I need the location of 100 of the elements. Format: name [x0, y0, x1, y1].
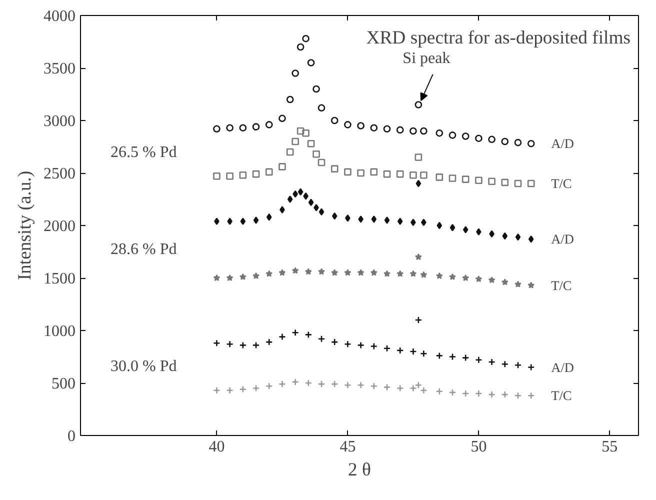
point	[383, 170, 391, 178]
point	[410, 127, 417, 135]
point	[462, 354, 470, 362]
point	[265, 338, 273, 346]
point	[239, 386, 247, 393]
annotation: 26.5 % Pd	[110, 144, 177, 162]
point	[420, 171, 428, 179]
point	[286, 148, 294, 156]
point	[304, 331, 312, 338]
point	[227, 218, 232, 225]
point	[252, 342, 260, 349]
point	[344, 168, 352, 176]
point	[475, 134, 482, 142]
point	[252, 384, 260, 392]
x-tick-label: 40	[208, 438, 225, 456]
point	[414, 316, 422, 324]
point	[384, 216, 390, 224]
point	[370, 168, 378, 176]
series-label: T/C	[551, 176, 572, 191]
point	[318, 335, 326, 343]
point	[314, 204, 319, 212]
point	[278, 163, 286, 170]
point	[488, 358, 496, 366]
point	[416, 180, 422, 188]
point	[448, 388, 456, 396]
point	[420, 271, 428, 278]
point	[304, 379, 312, 387]
point	[501, 138, 509, 146]
point	[287, 196, 293, 203]
point	[528, 236, 534, 243]
point	[436, 272, 443, 279]
point	[292, 267, 299, 274]
y-tick-label: 3500	[44, 60, 76, 78]
point	[296, 43, 304, 51]
point	[280, 206, 285, 214]
point	[252, 272, 260, 279]
point	[414, 154, 422, 161]
point	[307, 59, 315, 66]
point	[488, 390, 496, 398]
x-axis-title: 2 θ	[348, 460, 372, 480]
y-tick-label: 4000	[44, 8, 76, 25]
point	[475, 275, 482, 282]
point	[213, 125, 220, 133]
point	[397, 218, 403, 225]
point	[318, 158, 326, 166]
point	[278, 269, 286, 276]
point	[292, 138, 299, 146]
point	[344, 269, 352, 276]
point	[501, 278, 508, 286]
point	[436, 174, 444, 181]
point	[383, 125, 391, 133]
point	[436, 388, 444, 396]
point	[296, 127, 304, 135]
point	[462, 176, 470, 183]
point	[462, 226, 468, 234]
series-label: A/D	[551, 232, 574, 247]
point	[226, 124, 234, 132]
point	[420, 127, 428, 135]
y-tick-label: 2000	[44, 218, 76, 235]
point	[252, 170, 260, 178]
point	[527, 180, 535, 188]
point	[370, 124, 378, 132]
point	[396, 346, 404, 354]
point	[213, 386, 220, 394]
point	[515, 233, 521, 241]
point	[436, 129, 444, 137]
point	[462, 132, 470, 140]
annotation: 28.6 % Pd	[110, 241, 177, 258]
x-tick-label: 55	[602, 438, 618, 456]
point	[396, 170, 404, 178]
point	[514, 392, 522, 400]
point	[488, 178, 496, 186]
annotation: Si peak	[402, 50, 450, 67]
point	[488, 276, 496, 284]
point	[370, 269, 378, 276]
y-axis-title: Intensity (a.u.)	[14, 170, 36, 280]
point	[357, 122, 364, 130]
point	[501, 390, 509, 398]
point	[292, 70, 299, 77]
point	[286, 96, 294, 104]
point	[384, 270, 391, 277]
point	[357, 381, 364, 389]
point	[414, 253, 422, 260]
point	[330, 338, 338, 346]
annotation: 30.0 % Pd	[110, 358, 177, 376]
point	[414, 101, 422, 108]
point	[370, 382, 378, 390]
point	[240, 218, 246, 225]
point	[239, 171, 247, 179]
point	[278, 380, 286, 388]
point	[318, 380, 326, 388]
point	[383, 384, 391, 391]
y-tick-label: 0	[68, 428, 76, 445]
point	[436, 352, 444, 360]
point	[302, 129, 310, 137]
point	[501, 360, 509, 368]
point	[330, 165, 338, 172]
point	[357, 269, 364, 276]
point	[318, 208, 324, 216]
point	[475, 390, 482, 398]
